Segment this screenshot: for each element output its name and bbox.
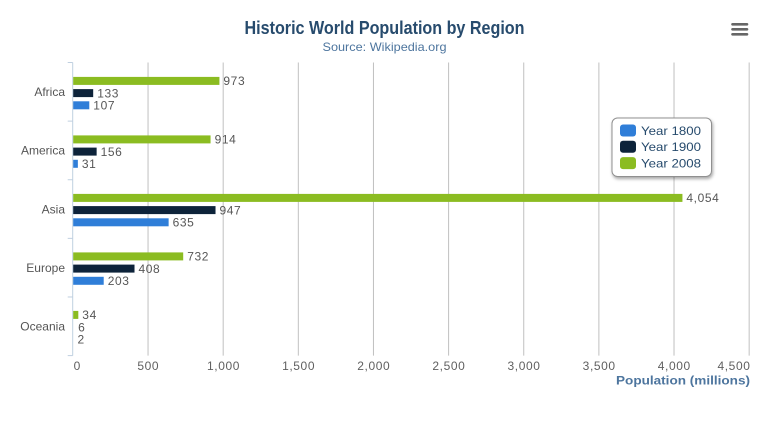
svg-text:Europe: Europe xyxy=(26,261,65,275)
svg-text:4,054: 4,054 xyxy=(686,191,719,205)
svg-text:34: 34 xyxy=(82,308,97,322)
svg-text:107: 107 xyxy=(93,99,115,113)
svg-text:732: 732 xyxy=(187,250,209,264)
svg-text:635: 635 xyxy=(173,216,195,230)
svg-text:947: 947 xyxy=(220,203,242,217)
svg-text:2: 2 xyxy=(78,333,85,347)
svg-text:Source: Wikipedia.org: Source: Wikipedia.org xyxy=(323,40,447,54)
svg-text:2,500: 2,500 xyxy=(432,359,465,373)
svg-text:Historic World Population by R: Historic World Population by Region xyxy=(245,18,525,38)
svg-text:133: 133 xyxy=(97,86,119,100)
svg-text:6: 6 xyxy=(78,320,85,334)
svg-text:Africa: Africa xyxy=(34,85,65,99)
svg-text:408: 408 xyxy=(139,262,161,276)
svg-text:Population (millions): Population (millions) xyxy=(616,376,750,388)
svg-text:31: 31 xyxy=(82,157,97,171)
svg-text:973: 973 xyxy=(223,74,245,88)
svg-text:914: 914 xyxy=(215,133,237,147)
svg-text:1,500: 1,500 xyxy=(282,359,315,373)
svg-text:America: America xyxy=(21,144,65,158)
svg-text:203: 203 xyxy=(108,274,130,288)
svg-text:0: 0 xyxy=(74,359,81,373)
svg-text:Year 1900: Year 1900 xyxy=(641,140,701,154)
svg-text:Year 2008: Year 2008 xyxy=(641,156,701,170)
svg-text:2,000: 2,000 xyxy=(357,359,390,373)
svg-text:1,000: 1,000 xyxy=(207,359,240,373)
svg-text:Year 1800: Year 1800 xyxy=(641,124,701,138)
svg-text:156: 156 xyxy=(101,145,123,159)
svg-text:3,500: 3,500 xyxy=(583,359,616,373)
svg-text:500: 500 xyxy=(137,359,159,373)
svg-text:4,500: 4,500 xyxy=(717,359,750,373)
svg-text:Oceania: Oceania xyxy=(20,320,65,334)
svg-text:4,000: 4,000 xyxy=(658,359,691,373)
svg-text:3,000: 3,000 xyxy=(507,359,540,373)
svg-text:Asia: Asia xyxy=(42,202,66,216)
